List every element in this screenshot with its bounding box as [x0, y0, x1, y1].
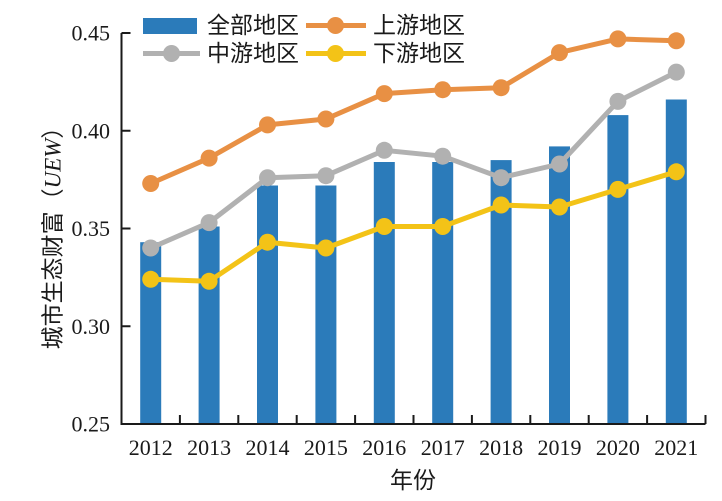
y-axis-title-prefix: 城市生态财富（ — [40, 188, 66, 350]
x-tick-label: 2014 — [246, 435, 290, 460]
dot-downstream-2020 — [609, 180, 627, 198]
dot-downstream-2015 — [317, 239, 335, 257]
dot-midstream-2016 — [375, 141, 393, 159]
bar-all-2016 — [373, 162, 395, 424]
legend-line-marker-upstream — [306, 17, 366, 34]
dot-midstream-2017 — [434, 147, 452, 165]
x-tick-label: 2019 — [538, 435, 582, 460]
x-tick-label: 2018 — [479, 435, 523, 460]
dot-midstream-2015 — [317, 167, 335, 185]
legend-line-marker-downstream — [306, 45, 366, 62]
x-tick-label: 2013 — [187, 435, 231, 460]
dot-upstream-2016 — [375, 85, 393, 103]
dot-upstream-2015 — [317, 110, 335, 128]
legend-dot-upstream — [327, 17, 344, 34]
dot-upstream-2014 — [259, 116, 276, 134]
y-tick-label: 0.25 — [72, 412, 111, 437]
dot-upstream-2012 — [142, 175, 160, 192]
dot-midstream-2012 — [142, 239, 160, 257]
dot-downstream-2012 — [142, 270, 160, 288]
y-tick-label: 0.30 — [72, 314, 111, 339]
x-tick-label: 2017 — [421, 435, 465, 460]
legend-bar-swatch-all — [143, 17, 197, 34]
dot-midstream-2018 — [492, 169, 510, 187]
x-tick-label: 2020 — [596, 435, 640, 460]
legend-label-midstream: 中游地区 — [207, 41, 299, 66]
x-tick-label: 2021 — [654, 435, 698, 460]
bar-all-2013 — [198, 226, 220, 424]
dot-downstream-2016 — [375, 218, 393, 235]
dot-midstream-2021 — [667, 63, 685, 81]
dot-downstream-2018 — [492, 196, 510, 214]
y-tick-label: 0.35 — [72, 216, 111, 241]
dot-downstream-2013 — [200, 272, 218, 290]
line-downstream — [150, 169, 678, 284]
y-tick-label: 0.45 — [72, 21, 111, 46]
legend-dot-downstream — [327, 45, 344, 62]
legend-label-upstream: 上游地区 — [373, 13, 465, 38]
dot-upstream-2013 — [200, 149, 218, 167]
dot-upstream-2017 — [434, 81, 452, 99]
dot-upstream-2021 — [667, 32, 685, 50]
y-tick-label: 0.40 — [72, 118, 111, 143]
x-tick-label: 2016 — [362, 435, 406, 460]
legend: 全部地区 上游地区 中游地区 下游地区 — [143, 12, 465, 67]
bar-all-2012 — [140, 242, 162, 424]
dot-upstream-2019 — [551, 44, 568, 62]
bar-all-2014 — [257, 185, 278, 424]
bar-all-2015 — [315, 185, 337, 424]
legend-dot-midstream — [163, 45, 180, 62]
legend-label-downstream: 下游地区 — [373, 41, 465, 66]
dot-downstream-2017 — [434, 218, 452, 235]
dot-downstream-2014 — [259, 233, 276, 251]
x-tick-label: 2012 — [129, 435, 173, 460]
bar-all-2020 — [607, 115, 629, 424]
dot-upstream-2020 — [609, 30, 627, 48]
bar-all-2017 — [432, 162, 454, 424]
bar-all-2019 — [549, 146, 570, 424]
dot-midstream-2019 — [551, 155, 568, 173]
line-midstream — [149, 69, 678, 251]
bar-all-2021 — [665, 99, 687, 424]
dot-upstream-2018 — [492, 79, 510, 97]
y-axis-title-suffix: ） — [40, 115, 66, 139]
legend-label-all: 全部地区 — [207, 13, 299, 38]
dot-downstream-2021 — [667, 163, 685, 181]
x-tick-label: 2015 — [304, 435, 348, 460]
dot-midstream-2013 — [200, 214, 218, 232]
dot-midstream-2014 — [259, 169, 276, 187]
line-upstream — [149, 36, 677, 186]
dot-midstream-2020 — [609, 92, 627, 110]
dot-downstream-2019 — [551, 198, 568, 216]
legend-line-marker-midstream — [143, 45, 200, 62]
bar-all-2018 — [490, 160, 512, 424]
y-axis-title: 城市生态财富（UEW） — [40, 113, 67, 353]
x-axis-title: 年份 — [390, 468, 436, 493]
y-axis-title-italic: UEW — [40, 138, 66, 189]
